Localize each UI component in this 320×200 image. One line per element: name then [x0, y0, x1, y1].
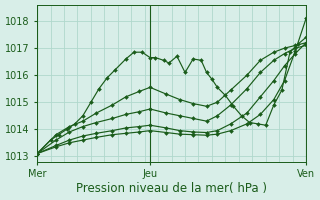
X-axis label: Pression niveau de la mer( hPa ): Pression niveau de la mer( hPa ): [76, 182, 267, 195]
